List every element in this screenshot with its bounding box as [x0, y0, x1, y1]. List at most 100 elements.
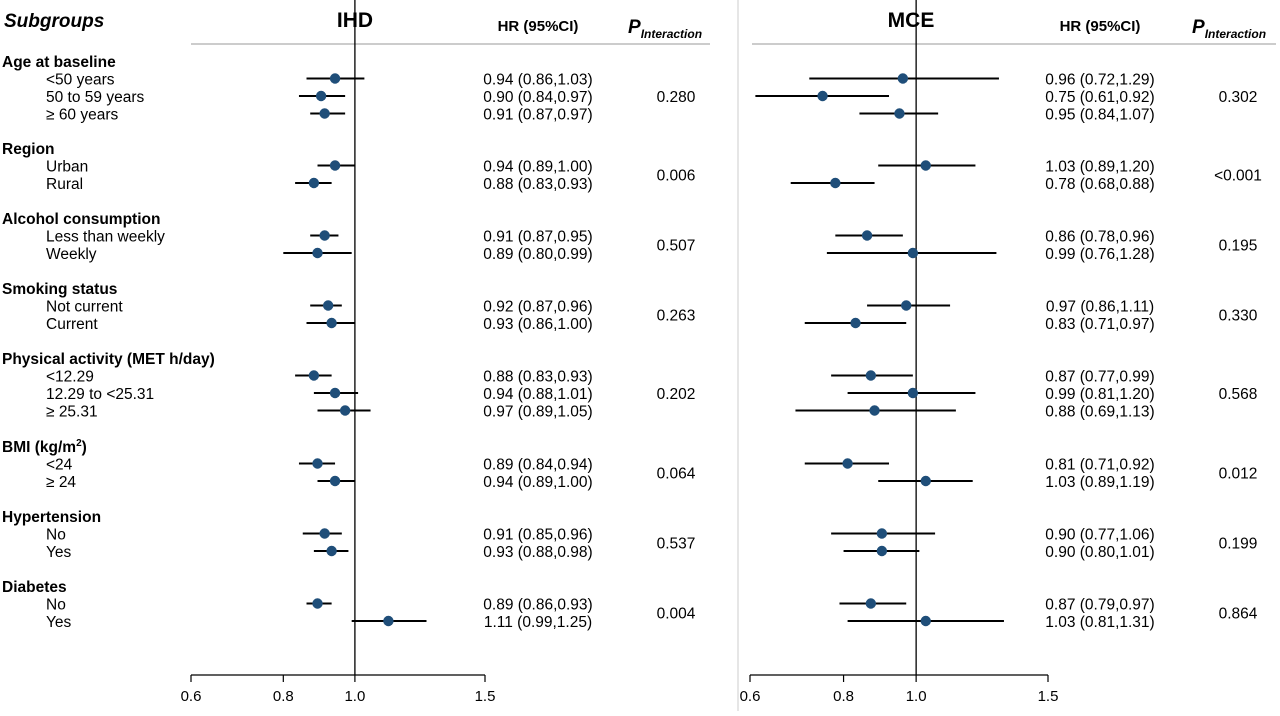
p-interaction-value: 0.330 [1219, 307, 1258, 324]
point-estimate [865, 370, 877, 381]
point-estimate [329, 387, 341, 399]
p-interaction-value: <0.001 [1214, 167, 1262, 184]
p-interaction-value: 0.537 [657, 535, 696, 552]
point-estimate [907, 247, 919, 259]
hr-ci-label: 0.92 (0.87,0.96) [483, 299, 592, 316]
subgroup-label: Current [46, 316, 98, 333]
x-tick-label: 0.6 [740, 688, 761, 705]
group-title: Hypertension [2, 509, 101, 526]
hr-ci-label: 0.86 (0.78,0.96) [1045, 229, 1154, 246]
ihd-hr-heading: HR (95%CI) [498, 18, 579, 35]
hr-ci-label: 0.90 (0.80,1.01) [1045, 544, 1154, 561]
point-estimate [339, 405, 351, 416]
hr-ci-label: 0.87 (0.77,0.99) [1045, 369, 1154, 386]
subgroup-label: Weekly [46, 246, 97, 263]
point-estimate [326, 317, 337, 329]
hr-ci-label: 1.03 (0.89,1.19) [1045, 474, 1154, 491]
hr-ci-label: 0.94 (0.89,1.00) [483, 159, 592, 176]
p-interaction-value: 0.864 [1219, 605, 1258, 622]
subgroup-label: No [46, 597, 66, 614]
p-interaction-value: 0.064 [657, 465, 696, 482]
hr-ci-label: 0.89 (0.84,0.94) [483, 457, 592, 474]
hr-ci-label: 0.75 (0.61,0.92) [1045, 89, 1154, 106]
hr-ci-label: 0.97 (0.89,1.05) [483, 404, 592, 421]
hr-ci-label: 0.87 (0.79,0.97) [1045, 597, 1154, 614]
hr-ci-label: 0.91 (0.87,0.95) [483, 229, 592, 246]
point-estimate [897, 73, 909, 84]
point-estimate [329, 73, 341, 84]
hr-ci-label: 0.81 (0.71,0.92) [1045, 457, 1154, 474]
group-title: Age at baseline [2, 54, 116, 71]
p-interaction-value: 0.280 [657, 89, 696, 106]
group-title: Smoking status [2, 281, 117, 298]
p-interaction-value: 0.263 [657, 307, 696, 324]
p-interaction-value: 0.302 [1219, 89, 1258, 106]
point-estimate [308, 370, 320, 381]
point-estimate [920, 475, 931, 487]
mce-p-heading: PInteraction [1192, 17, 1266, 41]
hr-ci-label: 0.93 (0.88,0.98) [483, 544, 592, 561]
group-title: Physical activity (MET h/day) [2, 351, 215, 368]
point-estimate [842, 458, 853, 469]
ihd-p-subscript: Interaction [641, 27, 702, 41]
point-estimate [383, 615, 394, 627]
hr-ci-label: 0.96 (0.72,1.29) [1045, 72, 1154, 89]
hr-ci-label: 0.78 (0.68,0.88) [1045, 176, 1154, 193]
p-interaction-value: 0.004 [657, 605, 696, 622]
group-title: Diabetes [2, 579, 67, 596]
subgroups-heading: Subgroups [4, 11, 104, 32]
point-estimate [329, 160, 341, 171]
point-estimate [920, 615, 931, 627]
hr-ci-label: 0.90 (0.84,0.97) [483, 89, 592, 106]
hr-ci-label: 0.94 (0.89,1.00) [483, 474, 592, 491]
mce-p-subscript: Interaction [1205, 27, 1266, 41]
point-estimate [817, 90, 828, 102]
x-tick-label: 1.0 [906, 688, 927, 705]
mce-panel-title: MCE [888, 9, 935, 32]
point-estimate [907, 387, 919, 399]
point-estimate [850, 317, 861, 329]
hr-ci-label: 0.88 (0.83,0.93) [483, 176, 592, 193]
subgroup-label: Less than weekly [46, 229, 165, 246]
subgroup-label: 12.29 to <25.31 [46, 386, 154, 403]
hr-ci-label: 1.11 (0.99,1.25) [484, 614, 592, 631]
p-interaction-value: 0.199 [1219, 535, 1258, 552]
hr-ci-label: 0.88 (0.69,1.13) [1045, 404, 1154, 421]
p-interaction-value: 0.006 [657, 167, 696, 184]
point-estimate [308, 177, 320, 189]
subgroup-label: Not current [46, 299, 123, 316]
subgroup-label: <12.29 [46, 369, 94, 386]
hr-ci-label: 0.97 (0.86,1.11) [1046, 299, 1154, 316]
hr-ci-label: 1.03 (0.89,1.20) [1045, 159, 1154, 176]
subgroup-label: Urban [46, 159, 88, 176]
subgroup-label: ≥ 25.31 [46, 404, 98, 421]
x-tick-label: 1.5 [1038, 688, 1059, 705]
point-estimate [830, 177, 841, 189]
x-tick-label: 0.6 [181, 688, 202, 705]
x-tick-label: 1.5 [475, 688, 496, 705]
point-estimate [920, 160, 931, 171]
hr-ci-label: 0.94 (0.86,1.03) [483, 72, 592, 89]
point-estimate [901, 300, 912, 311]
hr-ci-label: 0.93 (0.86,1.00) [483, 316, 592, 333]
subgroup-label: <50 years [46, 72, 115, 89]
p-interaction-value: 0.202 [657, 386, 696, 403]
p-interaction-value: 0.507 [657, 237, 696, 254]
point-estimate [865, 598, 877, 609]
p-interaction-value: 0.012 [1219, 465, 1258, 482]
point-estimate [312, 598, 323, 609]
point-estimate [319, 230, 330, 241]
point-estimate [876, 545, 888, 557]
hr-ci-label: 0.99 (0.81,1.20) [1045, 386, 1154, 403]
hr-ci-label: 0.83 (0.71,0.97) [1045, 316, 1154, 333]
point-estimate [312, 458, 323, 469]
group-title: Alcohol consumption [2, 211, 160, 228]
subgroup-label: Yes [46, 614, 72, 631]
point-estimate [876, 528, 888, 539]
subgroup-label: No [46, 527, 66, 544]
ihd-p-letter: P [628, 17, 641, 38]
hr-ci-label: 0.88 (0.83,0.93) [483, 369, 592, 386]
point-estimate [326, 545, 337, 557]
